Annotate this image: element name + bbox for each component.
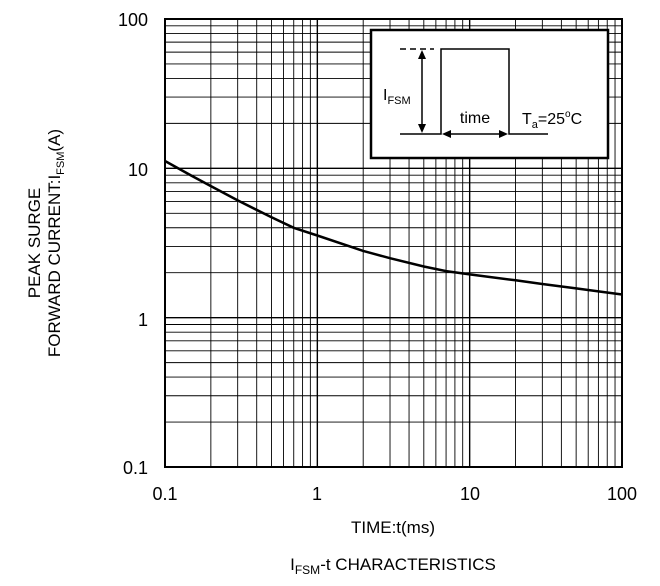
y-axis-label: PEAK SURGE FORWARD CURRENT:IFSM(A) xyxy=(25,129,67,357)
x-tick-label-100: 100 xyxy=(607,484,637,504)
y-axis-label-line1: PEAK SURGE xyxy=(25,188,44,299)
inset-box xyxy=(369,28,610,160)
inset-ifsm-arrow-head-up xyxy=(418,50,426,59)
x-tick-label-0.1: 0.1 xyxy=(152,484,177,504)
x-tick-label-1: 1 xyxy=(312,484,322,504)
chart-title: IFSM-t CHARACTERISTICS xyxy=(290,555,496,577)
y-axis-label-line2: FORWARD CURRENT:IFSM(A) xyxy=(45,129,67,357)
plot-frame xyxy=(164,18,623,468)
y-tick-label-0.1: 0.1 xyxy=(123,458,148,478)
y-tick-label-100: 100 xyxy=(118,10,148,30)
inset-time-arrow-head-right xyxy=(499,130,508,138)
inset-ifsm-arrow-head-down xyxy=(418,124,426,133)
inset-time-arrow-head-left xyxy=(442,130,451,138)
x-tick-label-10: 10 xyxy=(460,484,480,504)
x-axis-label: TIME:t(ms) xyxy=(351,518,435,537)
y-tick-label-10: 10 xyxy=(128,160,148,180)
inset-pulse xyxy=(400,48,548,135)
inset-ifsm-label: IFSM xyxy=(383,87,411,107)
inset-pulse-diagram: IFSM time Ta=25oC xyxy=(369,28,610,160)
y-tick-label-1: 1 xyxy=(138,310,148,330)
inset-ta-label: Ta=25oC xyxy=(522,109,582,131)
series-line-ifsm xyxy=(164,159,623,296)
inset-time-label: time xyxy=(460,110,490,127)
